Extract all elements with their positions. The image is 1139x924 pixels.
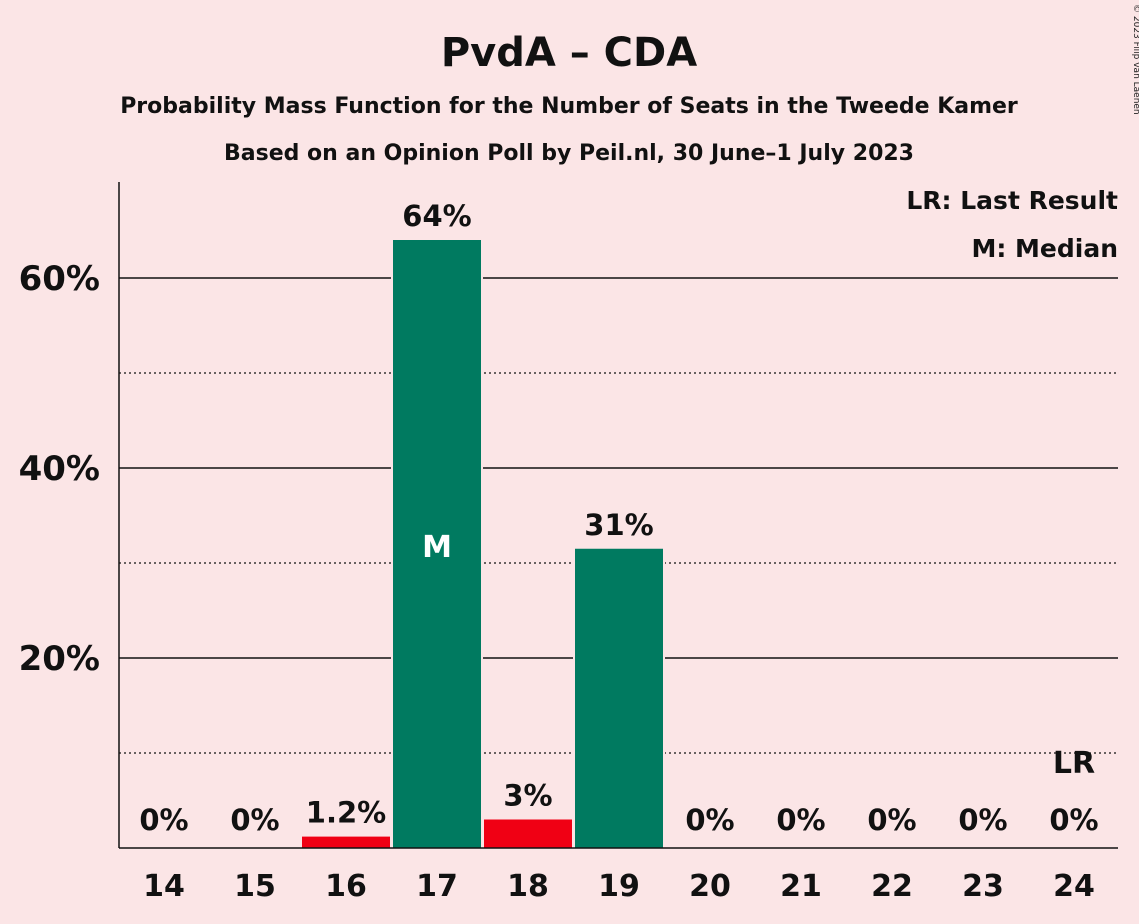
data-label-14: 0% — [139, 803, 188, 837]
legend-median: M: Median — [971, 234, 1118, 263]
x-tick-label-18: 18 — [507, 869, 549, 904]
y-tick-label: 40% — [19, 449, 100, 489]
data-label-21: 0% — [776, 803, 825, 837]
x-tick-labels: 14 15 16 17 18 19 20 21 22 23 24 — [143, 869, 1095, 904]
bar-19 — [575, 548, 663, 848]
data-label-22: 0% — [867, 803, 916, 837]
x-tick-label-24: 24 — [1053, 869, 1095, 904]
x-tick-label-17: 17 — [416, 869, 458, 904]
y-tick-label: 20% — [19, 639, 100, 679]
y-tick-labels: 20% 40% 60% — [19, 259, 100, 679]
x-tick-label-20: 20 — [689, 869, 731, 904]
copyright-note: © 2023 Filip van Laenen — [1131, 4, 1139, 115]
data-label-19: 31% — [584, 508, 653, 542]
data-label-23: 0% — [958, 803, 1007, 837]
x-tick-label-14: 14 — [143, 869, 185, 904]
chart-title: PvdA – CDA — [441, 30, 697, 76]
x-tick-label-22: 22 — [871, 869, 913, 904]
data-label-18: 3% — [503, 779, 552, 813]
bar-17 — [393, 240, 481, 848]
bar-18 — [484, 819, 572, 848]
y-tick-label: 60% — [19, 259, 100, 299]
data-label-20: 0% — [685, 803, 734, 837]
last-result-marker: LR — [1053, 746, 1095, 781]
data-label-16: 1.2% — [306, 796, 386, 830]
chart-subtitle-1: Probability Mass Function for the Number… — [120, 94, 1018, 119]
legend-last-result: LR: Last Result — [906, 186, 1118, 215]
median-marker: M — [422, 530, 452, 565]
x-tick-label-23: 23 — [962, 869, 1004, 904]
data-label-17: 64% — [402, 199, 471, 233]
x-tick-label-16: 16 — [325, 869, 367, 904]
data-label-15: 0% — [230, 803, 279, 837]
x-tick-label-19: 19 — [598, 869, 640, 904]
x-tick-label-21: 21 — [780, 869, 822, 904]
x-tick-label-15: 15 — [234, 869, 276, 904]
bars — [300, 240, 665, 848]
data-labels: 0% 0% 1.2% 64% M 3% 31% 0% 0% 0% 0% 0% LR — [139, 199, 1098, 837]
data-label-24: 0% — [1049, 803, 1098, 837]
bar-16 — [302, 836, 390, 848]
chart-subtitle-2: Based on an Opinion Poll by Peil.nl, 30 … — [224, 141, 914, 166]
